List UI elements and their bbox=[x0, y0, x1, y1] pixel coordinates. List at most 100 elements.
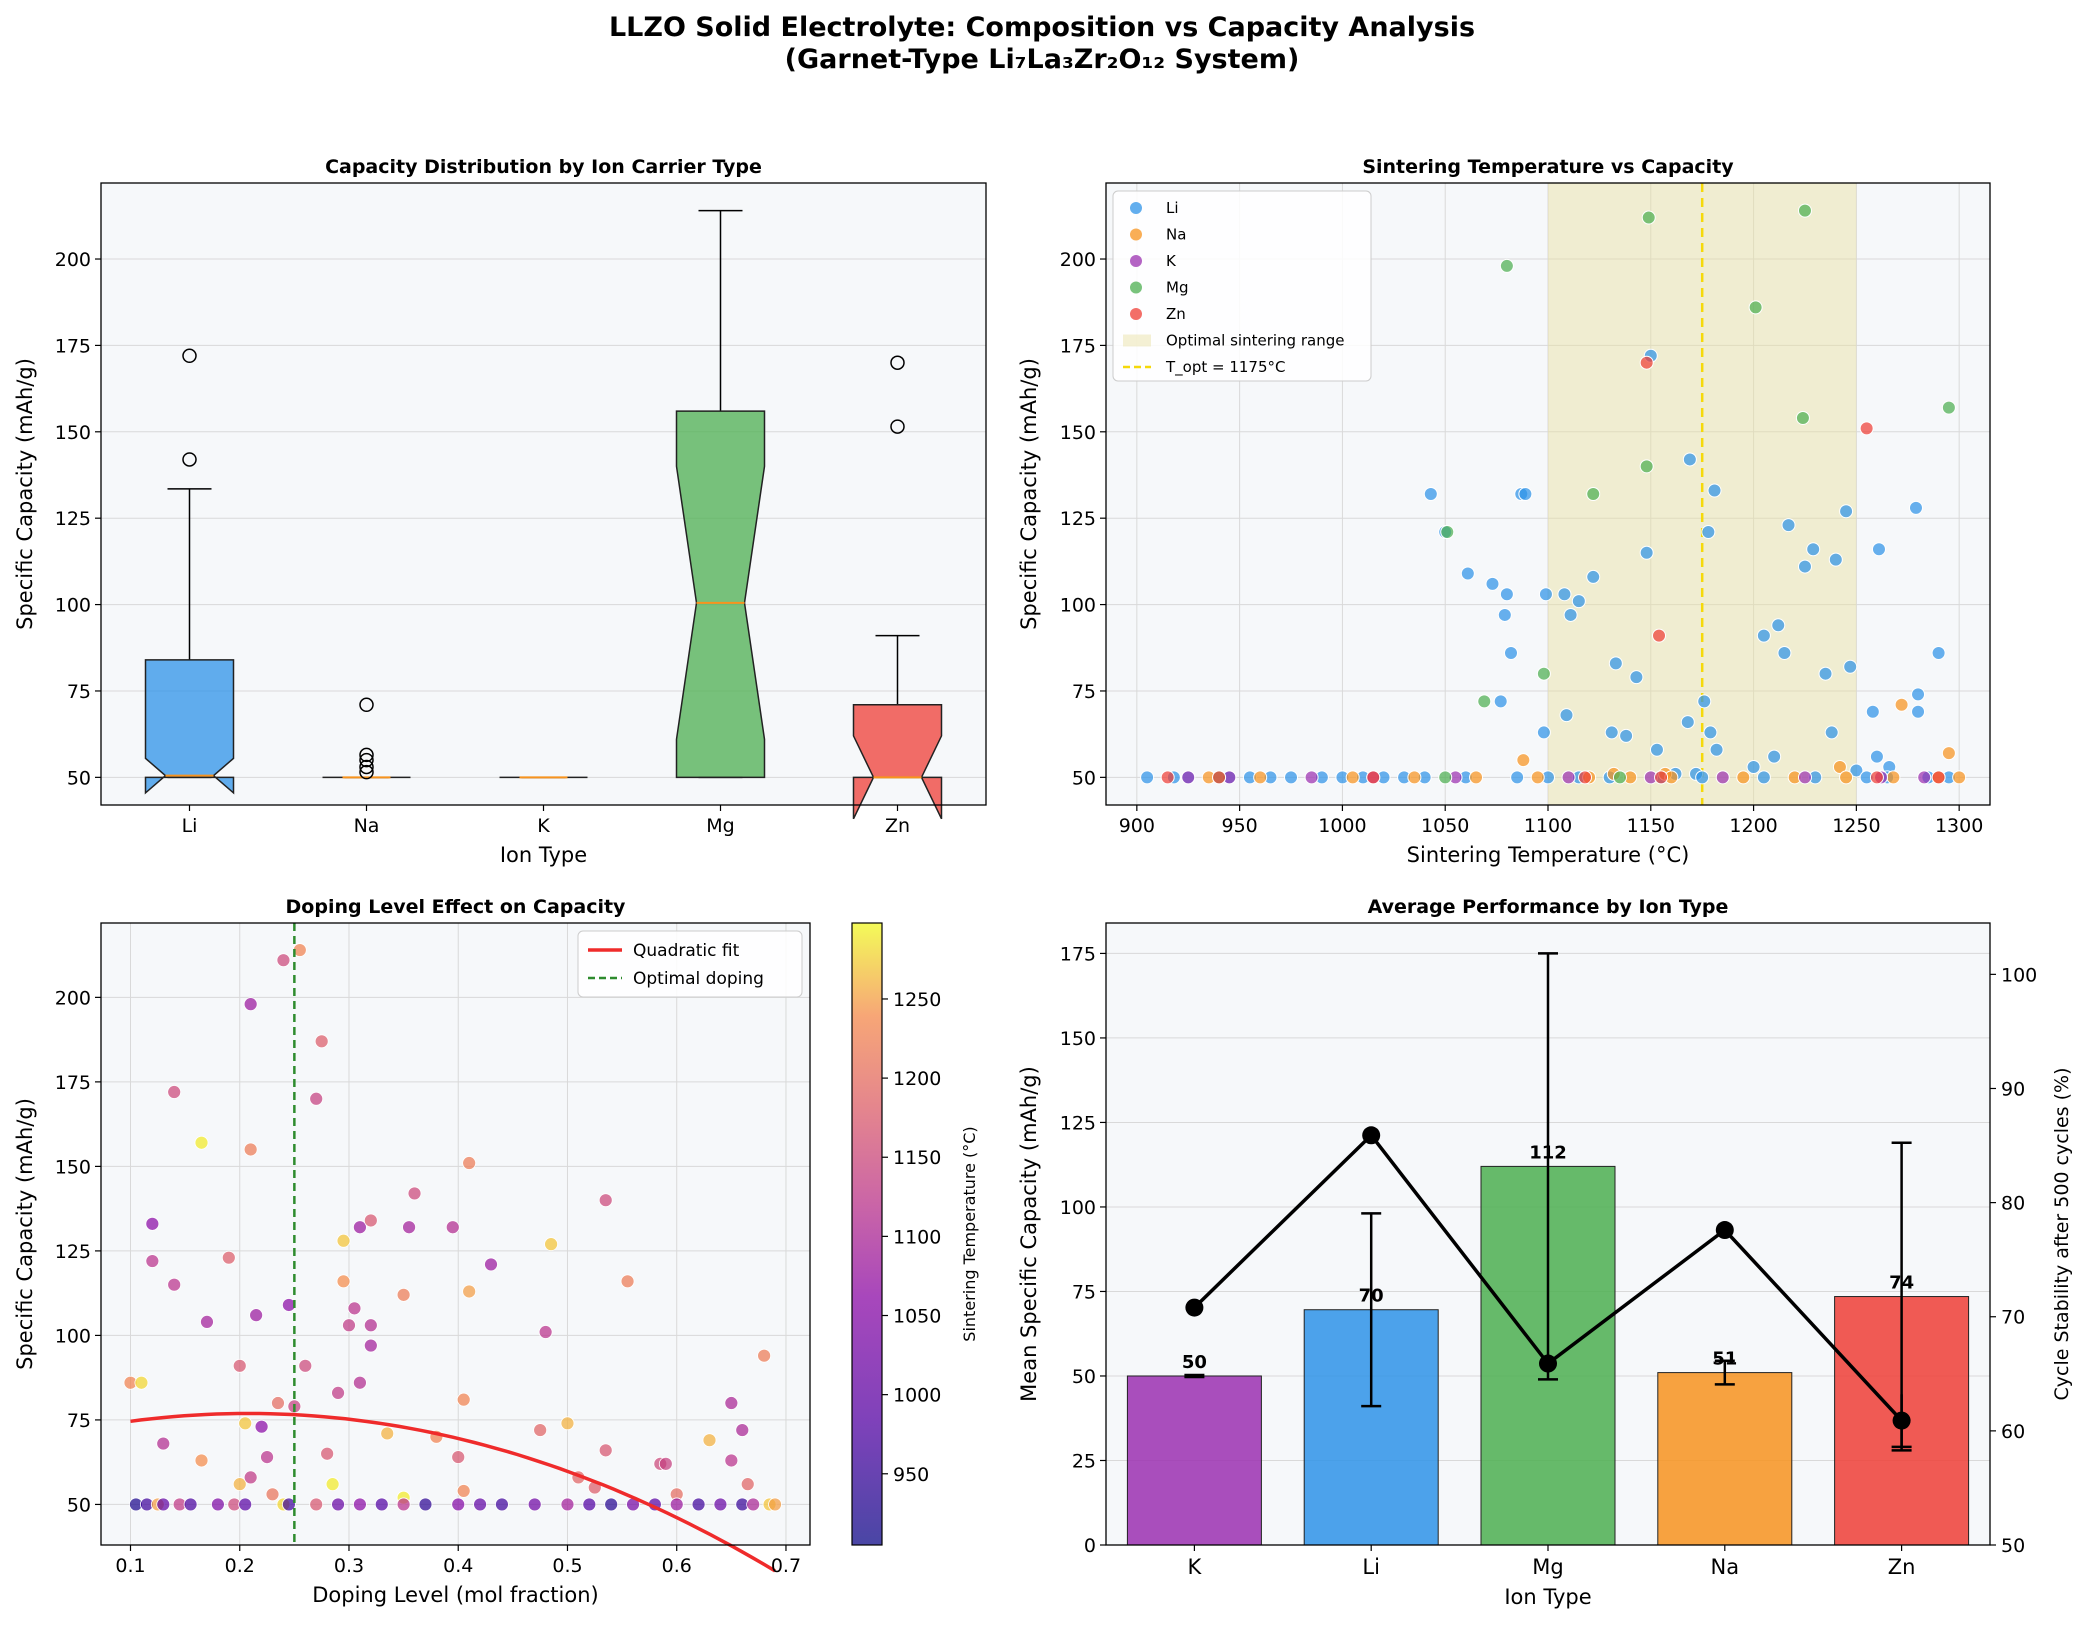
doping-point bbox=[353, 1375, 367, 1390]
point-Li bbox=[1871, 542, 1886, 557]
doping-point bbox=[183, 1497, 198, 1512]
point-Na bbox=[1886, 770, 1901, 785]
doping-point bbox=[265, 1487, 280, 1502]
figure-title-line2: (Garnet-Type Li₇La₃Zr₂O₁₂ System) bbox=[785, 44, 1300, 75]
doping-point bbox=[342, 1318, 356, 1333]
doping-point bbox=[282, 1497, 296, 1512]
stability-point bbox=[1539, 1354, 1557, 1373]
point-Mg bbox=[1440, 525, 1455, 540]
legend-box bbox=[1112, 190, 1372, 382]
colorbar-tick-label: 1100 bbox=[893, 1226, 941, 1248]
x-tick-label: Mg bbox=[1532, 1555, 1563, 1579]
doping-point bbox=[598, 1193, 613, 1208]
y-tick-label: 150 bbox=[1060, 422, 1096, 444]
point-Na bbox=[1469, 770, 1484, 785]
point-Li bbox=[1746, 759, 1761, 774]
figure-title-line1: LLZO Solid Electrolyte: Composition vs C… bbox=[609, 12, 1475, 43]
point-Li bbox=[1869, 749, 1884, 764]
doping-point bbox=[396, 1497, 411, 1512]
subplot-title: Doping Level Effect on Capacity bbox=[286, 896, 627, 918]
outlier-point bbox=[359, 697, 374, 713]
x-tick-label: Na bbox=[354, 815, 380, 837]
point-K bbox=[1917, 770, 1932, 785]
doping-point bbox=[314, 1034, 329, 1049]
point-Li bbox=[1908, 500, 1923, 515]
doping-point bbox=[325, 1477, 340, 1492]
doping-point bbox=[271, 1396, 285, 1410]
point-Li bbox=[1563, 607, 1578, 622]
y-tick-label: 50 bbox=[1072, 1366, 1096, 1388]
bar-value-label: 50 bbox=[1182, 1352, 1207, 1373]
point-Mg bbox=[1586, 487, 1601, 501]
y-tick-label: 75 bbox=[67, 1410, 91, 1432]
stability-point bbox=[1185, 1298, 1204, 1317]
doping-point bbox=[167, 1277, 182, 1292]
y2-tick-label: 50 bbox=[2001, 1535, 2025, 1557]
point-Mg bbox=[1639, 459, 1654, 474]
y-tick-label: 125 bbox=[1060, 508, 1096, 530]
point-Mg bbox=[1641, 210, 1656, 225]
y-tick-label: 200 bbox=[55, 249, 91, 271]
y-axis-label: Mean Specific Capacity (mAh/g) bbox=[1017, 1066, 1041, 1402]
point-Na bbox=[1736, 770, 1751, 785]
outlier-point bbox=[890, 419, 905, 434]
doping-point bbox=[238, 1497, 253, 1512]
legend-label: Zn bbox=[1166, 305, 1186, 323]
point-Li bbox=[1649, 742, 1664, 757]
legend-label: Optimal sintering range bbox=[1166, 332, 1344, 350]
average-performance-panel: 50 70 112 51 74 K Li Mg Na Zn 0 25 50 75 100 125 150 175 5… bbox=[1017, 896, 2073, 1609]
y-tick-label: 100 bbox=[55, 1325, 91, 1347]
doping-point bbox=[598, 1443, 613, 1458]
x-tick-label: 0.3 bbox=[334, 1555, 364, 1577]
legend-range-swatch bbox=[1123, 334, 1151, 347]
y2-tick-label: 100 bbox=[2001, 964, 2037, 986]
point-Zn bbox=[1654, 770, 1669, 785]
y-tick-label: 150 bbox=[55, 422, 91, 444]
doping-point bbox=[145, 1254, 160, 1268]
doping-point bbox=[462, 1156, 477, 1170]
y-tick-label: 175 bbox=[55, 335, 91, 357]
colorbar bbox=[851, 922, 883, 1546]
doping-point bbox=[735, 1423, 750, 1437]
doping-point bbox=[363, 1213, 378, 1228]
x-tick-label: Na bbox=[1711, 1555, 1740, 1579]
bar-K bbox=[1126, 1375, 1262, 1546]
y-tick-label: 175 bbox=[1060, 943, 1096, 965]
point-Mg bbox=[1477, 694, 1492, 709]
point-Li bbox=[1538, 587, 1553, 602]
point-Li bbox=[1460, 566, 1475, 581]
doping-point bbox=[544, 1237, 558, 1252]
x-tick-label: 1100 bbox=[1524, 815, 1572, 837]
colorbar-tick-label: 1250 bbox=[893, 989, 941, 1011]
point-Li bbox=[1682, 452, 1697, 467]
point-Li bbox=[1865, 704, 1880, 719]
box-Li bbox=[144, 659, 235, 795]
doping-point bbox=[484, 1257, 498, 1272]
y-tick-label: 150 bbox=[1060, 1028, 1096, 1050]
point-Li bbox=[1771, 618, 1786, 633]
x-tick-label: 1050 bbox=[1421, 815, 1469, 837]
point-Na bbox=[1894, 697, 1909, 712]
doping-point bbox=[658, 1456, 673, 1471]
point-Mg bbox=[1795, 410, 1810, 425]
point-K bbox=[1561, 770, 1576, 785]
subplot-title: Capacity Distribution by Ion Carrier Typ… bbox=[325, 156, 762, 178]
point-Li bbox=[1709, 742, 1724, 757]
doping-point bbox=[254, 1419, 269, 1434]
x-axis-label: Ion Type bbox=[1504, 1585, 1591, 1609]
point-Na bbox=[1832, 759, 1847, 774]
point-K bbox=[1304, 770, 1319, 785]
doping-point bbox=[533, 1423, 548, 1437]
point-Li bbox=[1701, 525, 1716, 540]
legend-marker-K bbox=[1130, 255, 1142, 267]
axes-frame bbox=[100, 922, 811, 1546]
point-Li bbox=[1756, 770, 1771, 785]
point-Mg bbox=[1748, 300, 1763, 315]
doping-point bbox=[200, 1314, 214, 1329]
point-Li bbox=[1911, 687, 1926, 702]
doping-point bbox=[374, 1497, 389, 1512]
point-Li bbox=[1571, 594, 1586, 609]
point-Li bbox=[1777, 645, 1792, 660]
y-tick-label: 75 bbox=[67, 681, 91, 703]
doping-point bbox=[418, 1497, 433, 1512]
